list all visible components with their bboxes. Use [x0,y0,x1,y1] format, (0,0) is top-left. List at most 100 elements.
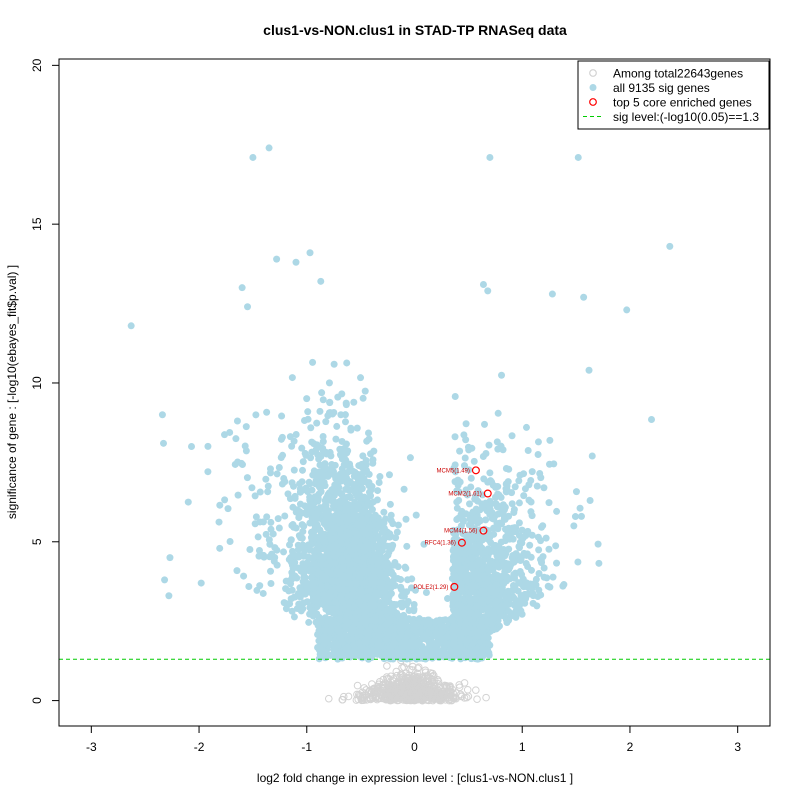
sig-gene-point [368,557,376,565]
sig-gene-point [528,468,536,476]
sig-gene-point [301,417,309,425]
sig-gene-point [328,586,336,594]
sig-gene-point [372,617,380,625]
nonsig-gene-point [455,681,464,689]
nonsig-gene-point [398,688,407,697]
sig-gene-point [348,548,356,556]
sig-gene-point [280,599,288,607]
sig-gene-point [451,393,459,401]
sig-gene-point [358,515,366,523]
nonsig-gene-point [356,692,364,701]
sig-gene-point [324,617,332,625]
sig-gene-point [344,644,352,652]
nonsig-gene-point [409,662,417,671]
sig-gene-point [364,631,372,639]
sig-gene-point [256,488,264,496]
sig-gene-point [347,424,355,432]
sig-gene-point [470,457,478,465]
sig-gene-point [386,530,394,538]
sig-gene-point [338,491,346,499]
sig-gene-point [435,648,443,656]
sig-gene-point [358,570,366,578]
nonsig-gene-point [360,684,368,692]
sig-gene-point [331,559,339,567]
sig-gene-point [317,650,325,658]
sig-gene-point [384,619,392,627]
sig-gene-point [267,518,275,526]
sig-gene-point [298,565,306,573]
sig-gene-point [286,541,294,549]
sig-gene-point [380,508,388,516]
sig-gene-point [359,495,367,503]
sig-gene-point [251,492,259,500]
sig-gene-point [241,442,249,450]
sig-gene-point [439,622,447,630]
sig-gene-point [326,398,334,406]
nonsig-gene-point [456,690,465,699]
sig-gene-point [226,538,234,546]
sig-gene-point [369,456,377,464]
sig-gene-point [298,534,306,542]
sig-gene-point [275,524,283,532]
nonsig-gene-point [482,693,490,702]
sig-gene-point [392,534,400,542]
sig-gene-point [314,497,322,505]
sig-gene-point [412,511,420,519]
sig-gene-point [302,451,310,459]
sig-gene-point [328,577,336,585]
sig-gene-point [425,620,433,628]
sig-gene-point [221,431,229,439]
sig-gene-point [380,542,388,550]
sig-gene-point [553,507,561,515]
sig-gene-point [357,374,365,382]
sig-gene-point [339,604,347,612]
sig-gene-point [375,547,383,555]
nonsig-gene-point [428,691,437,699]
sig-gene-point [374,559,382,567]
sig-gene-point [398,618,406,626]
nonsig-gene-point [448,693,457,701]
sig-gene-point [400,639,408,647]
sig-gene-point [361,579,369,587]
sig-gene-point [289,550,297,558]
nonsig-gene-point [396,670,405,679]
sig-gene-point [282,585,290,593]
nonsig-gene-point [458,692,466,700]
sig-gene-point [325,594,333,602]
sig-gene-point [274,515,282,523]
nonsig-gene-point [439,694,448,703]
sig-gene-point [368,552,376,560]
sig-gene-point [375,591,383,599]
sig-gene-point [342,617,350,625]
sig-gene-point [397,624,405,632]
sig-gene-point [331,461,339,469]
sig-gene-point [387,626,395,634]
sig-gene-point [380,536,388,544]
sig-gene-point [348,566,356,574]
sig-gene-point [413,619,421,627]
nonsig-gene-point [413,664,422,673]
nonsig-gene-point [445,687,454,695]
nonsig-gene-point [414,663,423,671]
sig-gene-point [262,475,270,483]
sig-gene-point [338,455,346,463]
sig-gene-point [231,460,239,468]
sig-gene-point [367,574,375,582]
points-layer [127,144,674,705]
sig-gene-point [363,466,371,474]
nonsig-gene-point [434,686,443,695]
sig-gene-point [256,582,264,590]
sig-gene-point [314,568,322,576]
sig-gene-point [341,418,349,426]
sig-gene-point [394,521,402,529]
sig-gene-point [319,575,327,583]
sig-gene-point [444,595,452,603]
sig-gene-point [381,588,389,596]
sig-gene-point [233,567,241,575]
sig-gene-point [277,453,285,461]
sig-gene-point [288,479,296,487]
sig-gene-point [384,551,392,559]
sig-gene-point [374,487,382,495]
sig-gene-point [273,561,281,569]
nonsig-gene-point [373,682,382,691]
